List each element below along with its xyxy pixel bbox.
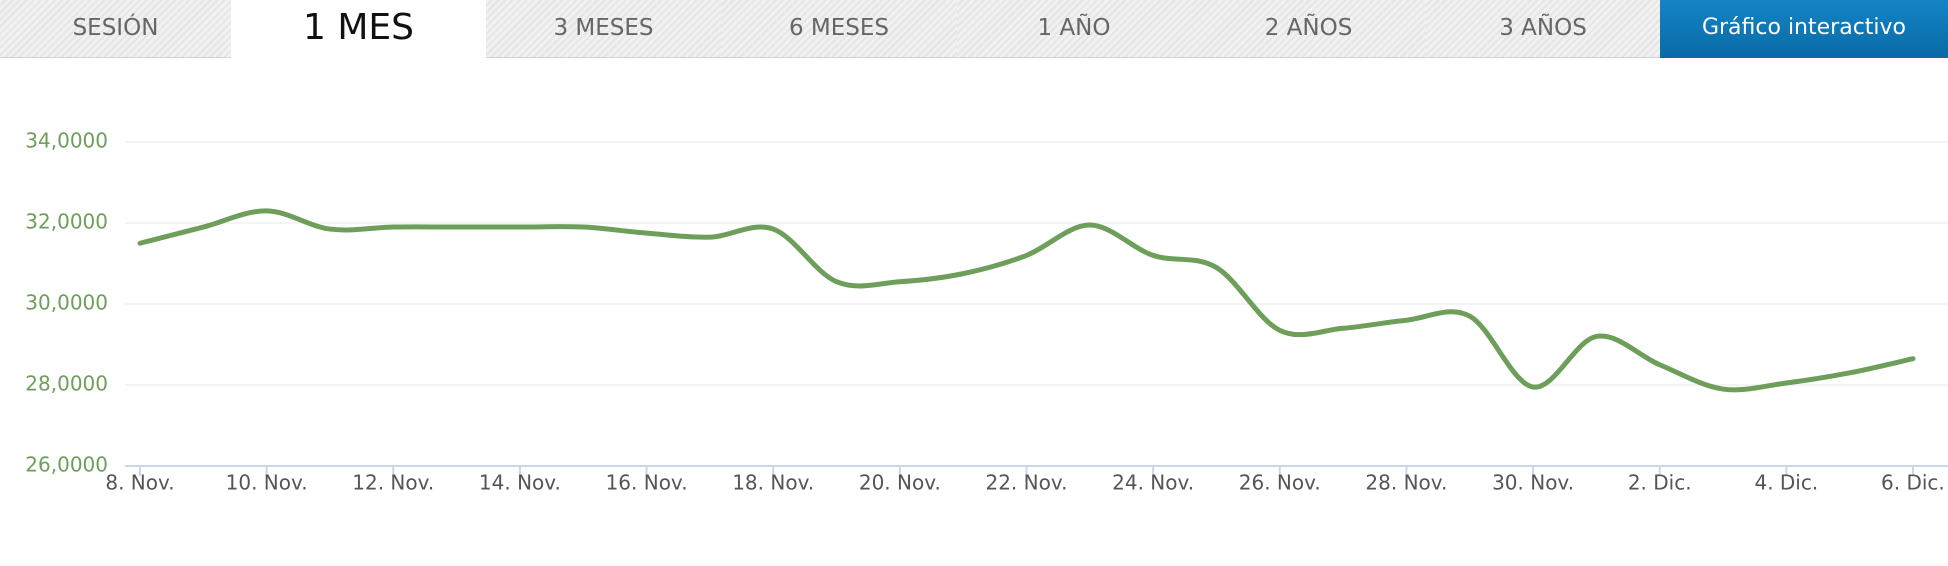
price-line xyxy=(137,208,1916,393)
x-tick-label: 8. Nov. xyxy=(105,471,174,495)
y-tick-label: 28,0000 xyxy=(25,372,108,396)
x-tick-label: 26. Nov. xyxy=(1239,471,1321,495)
x-tick-label: 16. Nov. xyxy=(606,471,688,495)
x-tick-label: 2. Dic. xyxy=(1628,471,1692,495)
x-tick-label: 20. Nov. xyxy=(859,471,941,495)
interactive-chart-button[interactable]: Gráfico interactivo xyxy=(1660,0,1948,58)
tab-bar: SESIÓN 1 MES 3 MESES 6 MESES 1 AÑO 2 AÑO… xyxy=(0,0,1948,58)
x-tick-label: 4. Dic. xyxy=(1754,471,1818,495)
y-tick-label: 34,0000 xyxy=(25,129,108,153)
tab[interactable]: 3 MESES xyxy=(486,0,721,58)
x-tick-label: 12. Nov. xyxy=(352,471,434,495)
x-tick-label: 28. Nov. xyxy=(1365,471,1447,495)
x-tick-label: 22. Nov. xyxy=(985,471,1067,495)
tab[interactable]: 2 AÑOS xyxy=(1191,0,1426,58)
x-tick-label: 30. Nov. xyxy=(1492,471,1574,495)
tab[interactable]: 1 MES xyxy=(231,0,486,58)
x-tick-label: 10. Nov. xyxy=(226,471,308,495)
y-tick-label: 30,0000 xyxy=(25,291,108,315)
x-tick-label: 18. Nov. xyxy=(732,471,814,495)
x-tick-label: 14. Nov. xyxy=(479,471,561,495)
tab[interactable]: 6 MESES xyxy=(721,0,957,58)
tab[interactable]: SESIÓN xyxy=(0,0,231,58)
y-tick-label: 32,0000 xyxy=(25,210,108,234)
x-tick-label: 24. Nov. xyxy=(1112,471,1194,495)
tab[interactable]: 1 AÑO xyxy=(957,0,1191,58)
x-tick-label: 6. Dic. xyxy=(1881,471,1945,495)
y-tick-label: 26,0000 xyxy=(25,453,108,477)
tab[interactable]: 3 AÑOS xyxy=(1426,0,1660,58)
